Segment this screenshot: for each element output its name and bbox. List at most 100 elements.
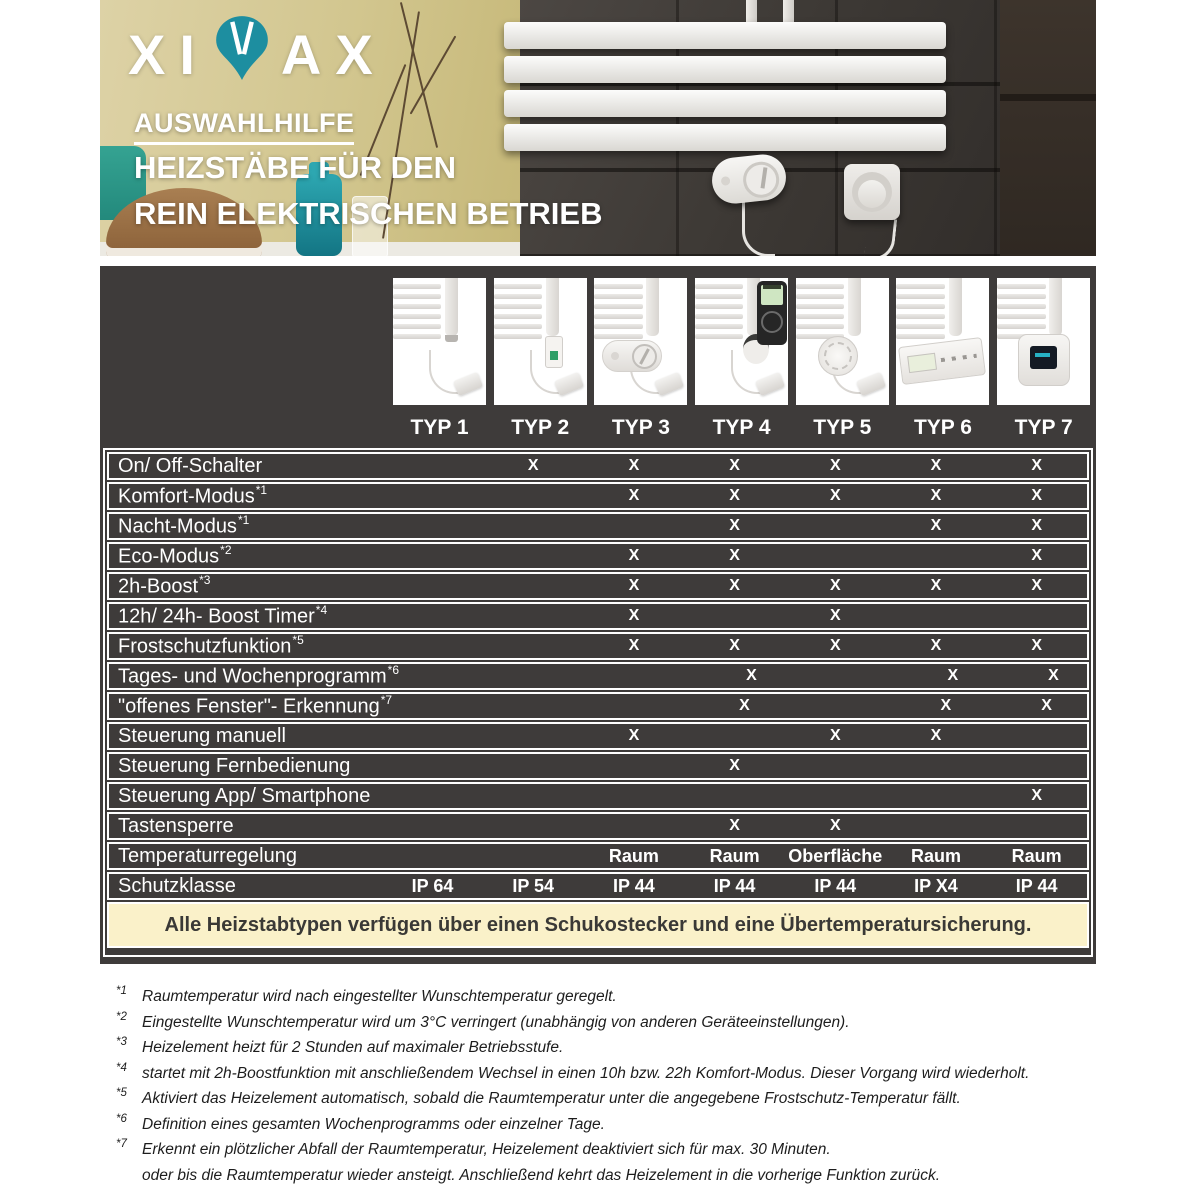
radiator-rung: [695, 324, 744, 329]
radiator-photo: [795, 278, 889, 405]
feature-label: On/ Off-Schalter: [118, 455, 263, 477]
feature-cell: [986, 818, 1087, 834]
feature-cell: X: [947, 667, 959, 684]
radiator-rung: [594, 304, 643, 309]
footnote-ref: *6: [387, 663, 399, 678]
page-title-line2: REIN ELEKTRISCHEN BETRIEB: [134, 196, 603, 231]
feature-cell: X: [1048, 667, 1059, 684]
feature-cell: X: [527, 457, 539, 474]
feature-cell: X: [729, 487, 740, 504]
radiator-rung: [896, 324, 945, 329]
feature-cell: X: [930, 637, 942, 654]
radiator-rung: [795, 334, 845, 339]
feature-cell: [382, 638, 483, 654]
feature-cell: X: [930, 487, 942, 504]
heating-rod: [948, 278, 962, 336]
feature-cell: IP 44: [713, 876, 756, 896]
feature-cell: IP 44: [1015, 876, 1058, 896]
footnotes: *1 Raumtemperatur wird nach eingestellter…: [116, 985, 1096, 1192]
feature-cell: X: [829, 577, 841, 594]
feature-cell: [392, 698, 493, 714]
footnote: *4 startet mit 2h-Boostfunktion mit ansch…: [116, 1062, 1096, 1082]
feature-cell: [382, 578, 483, 594]
remote-control-icon: [757, 281, 788, 345]
icon-part: [610, 352, 619, 360]
ximax-logo: XI AX: [128, 14, 387, 87]
feature-row: Tastensperre X X: [107, 812, 1089, 840]
icon-part: [1029, 346, 1057, 369]
feature-cell: X: [930, 577, 942, 594]
feature-cell: [382, 728, 483, 744]
icon-part: [824, 342, 853, 370]
feature-cell: X: [729, 457, 740, 474]
feature-cell: X: [628, 607, 640, 624]
radiator-rung: [695, 284, 744, 289]
product-image-typ-7: [997, 278, 1091, 405]
feature-label: Komfort-Modus*1: [118, 483, 268, 508]
feature-cell: X: [930, 457, 942, 474]
product-image-typ-5: [795, 278, 889, 405]
feature-cell: [483, 788, 584, 804]
socket-plug: [858, 180, 886, 208]
feature-cell: IP 44: [814, 876, 857, 896]
feature-cell: [795, 698, 896, 714]
feature-cell: IP 54: [512, 876, 555, 896]
radiator-rung: [594, 314, 643, 319]
feature-cell: [584, 788, 685, 804]
feature-cell: X: [628, 577, 640, 594]
feature-cell: X: [1031, 517, 1042, 534]
radiator-rung: [393, 334, 442, 339]
radiator-rung: [997, 294, 1046, 299]
dial-control-icon: [601, 340, 662, 372]
feature-cell: [886, 608, 987, 624]
feature-cell: [802, 668, 903, 684]
feature-label: Tastensperre: [118, 815, 234, 837]
icon-part: [940, 353, 978, 363]
icon-part: [907, 352, 938, 374]
footnote-text: Eingestellte Wunschtemperatur wird um 3°…: [142, 1013, 850, 1031]
feature-cell: X: [628, 547, 640, 564]
radiator-rung: [795, 324, 845, 329]
icon-part: [761, 285, 784, 305]
feature-cell: [684, 608, 785, 624]
radiator-rung: [393, 304, 442, 309]
radiator-rung: [896, 314, 945, 319]
feature-row: Steuerung Fernbedienung X: [107, 752, 1089, 780]
feature-label: Eco-Modus*2: [118, 543, 232, 568]
feature-cell: [684, 728, 785, 744]
feature-cell: X: [746, 667, 757, 684]
feature-cell: X: [1031, 457, 1042, 474]
radiator-rung: [896, 294, 945, 299]
footnote-text: Raumtemperatur wird nach eingestellter W…: [142, 988, 617, 1005]
footnote-marker: *5: [116, 1087, 127, 1100]
feature-cell: Raum: [709, 846, 760, 866]
feature-row: Schutzklasse IP 64 IP 54 IP 44 IP 44 IP 44 IP …: [107, 872, 1089, 900]
wall-socket: [844, 164, 900, 220]
feature-cell: X: [628, 727, 640, 744]
heating-rod: [1049, 278, 1063, 336]
footnote: *5 Aktiviert das Heizelement automatisch,…: [116, 1087, 1096, 1108]
info-banner: Alle Heizstabtypen verfügen über einen S…: [107, 902, 1089, 948]
comparison-panel: TYP 1 TYP 2 TYP 3 TYP 4 TYP 5 TYP 6 TYP 7 On/ …: [100, 266, 1096, 964]
feature-cell: Raum: [608, 846, 659, 866]
feature-cell: X: [729, 577, 740, 594]
radiator-rung: [393, 324, 442, 329]
footnote-text: startet mit 2h-Boostfunktion mit anschli…: [142, 1064, 1030, 1082]
radiator-rung: [795, 314, 845, 319]
radiator-slat: [504, 90, 946, 117]
feature-cell: [886, 818, 987, 834]
product-image-typ-2: [493, 278, 587, 405]
feature-cell: X: [1031, 577, 1042, 594]
feature-label: Steuerung manuell: [118, 725, 286, 747]
feature-cell: [986, 758, 1087, 774]
radiator-rung: [695, 304, 744, 309]
footnote-marker: *7: [116, 1138, 127, 1151]
radiator-slat: [504, 22, 946, 49]
subtitle-auswahlhilfe: AUSWAHLHILFE: [134, 108, 355, 145]
radiator-photo: [997, 278, 1090, 405]
footnote-text: Aktiviert das Heizelement automatisch, s…: [142, 1090, 961, 1108]
